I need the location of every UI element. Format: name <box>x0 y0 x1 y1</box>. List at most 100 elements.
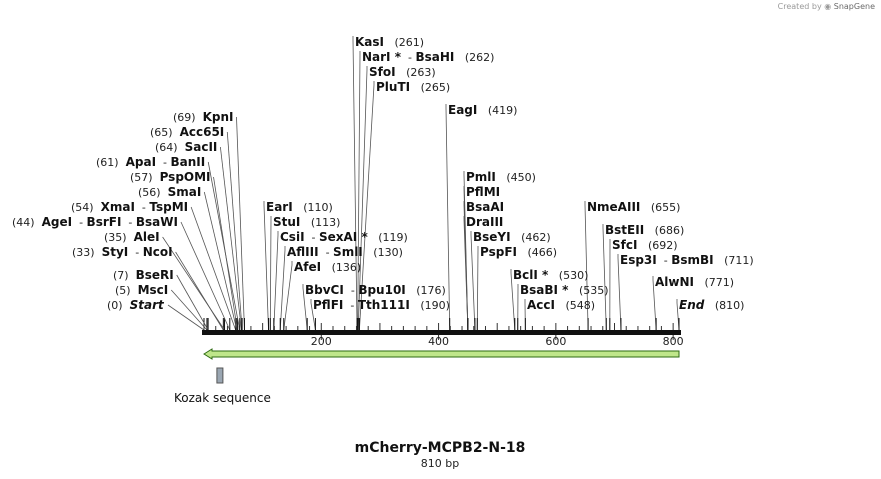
enzyme-label[interactable]: BbvCI - Bpu10I (176) <box>305 283 446 297</box>
enzyme-name[interactable]: BsaWI <box>136 215 178 229</box>
enzyme-name[interactable]: PluTI <box>376 80 410 94</box>
enzyme-name[interactable]: BanII <box>171 155 206 169</box>
enzyme-name[interactable]: Esp3I <box>620 253 657 267</box>
enzyme-site[interactable]: PmlI (450) <box>466 170 536 184</box>
enzyme-label[interactable]: EarI (110) <box>266 200 333 214</box>
enzyme-site[interactable]: (61) ApaI - BanII <box>96 155 205 169</box>
enzyme-label[interactable]: EagI (419) <box>448 103 517 117</box>
enzyme-label[interactable]: (65) Acc65I <box>150 125 224 139</box>
enzyme-label[interactable]: AflIII - SmlI (130) <box>287 245 403 259</box>
enzyme-name[interactable]: KasI <box>355 35 384 49</box>
enzyme-site[interactable]: KasI (261) <box>355 35 424 49</box>
enzyme-name[interactable]: PspOMI <box>160 170 211 184</box>
enzyme-label[interactable]: (33) StyI - NcoI <box>72 245 173 259</box>
enzyme-site[interactable]: Esp3I - BsmBI (711) <box>620 253 754 267</box>
enzyme-name[interactable]: AccI <box>527 298 555 312</box>
enzyme-name[interactable]: Bpu10I <box>358 283 405 297</box>
enzyme-site[interactable]: (5) MscI <box>115 283 168 297</box>
enzyme-name[interactable]: SfoI <box>369 65 396 79</box>
enzyme-site[interactable]: (57) PspOMI <box>130 170 211 184</box>
enzyme-name[interactable]: BsaAI <box>466 200 504 214</box>
enzyme-site[interactable]: BseYI (462) <box>473 230 551 244</box>
enzyme-label[interactable]: (64) SacII <box>155 140 217 154</box>
enzyme-name[interactable]: CsiI <box>280 230 305 244</box>
enzyme-name[interactable]: NarI * <box>362 50 402 64</box>
enzyme-label[interactable]: (44) AgeI - BsrFI - BsaWI <box>12 215 178 229</box>
enzyme-label[interactable]: (57) PspOMI <box>130 170 211 184</box>
enzyme-label[interactable]: BseYI (462) <box>473 230 551 244</box>
enzyme-name[interactable]: BsaBI * <box>520 283 569 297</box>
enzyme-label[interactable]: (61) ApaI - BanII <box>96 155 205 169</box>
enzyme-label[interactable]: BstEII (686) <box>605 223 684 237</box>
enzyme-label[interactable]: KasI (261) <box>355 35 424 49</box>
enzyme-site[interactable]: (69) KpnI <box>173 110 234 124</box>
enzyme-label[interactable]: PluTI (265) <box>376 80 450 94</box>
enzyme-name[interactable]: SacII <box>185 140 218 154</box>
enzyme-name[interactable]: BbvCI <box>305 283 344 297</box>
enzyme-name[interactable]: SmaI <box>168 185 202 199</box>
enzyme-label[interactable]: NarI * - BsaHI (262) <box>362 50 494 64</box>
enzyme-label[interactable]: (0) Start <box>107 298 165 312</box>
enzyme-name[interactable]: Tth111I <box>358 298 410 312</box>
enzyme-name[interactable]: PspFI <box>480 245 517 259</box>
enzyme-label[interactable]: PflMI <box>466 185 500 199</box>
enzyme-name[interactable]: SfcI <box>612 238 637 252</box>
enzyme-name[interactable]: AleI <box>134 230 160 244</box>
enzyme-name[interactable]: PmlI <box>466 170 496 184</box>
enzyme-name[interactable]: PflMI <box>466 185 500 199</box>
enzyme-name[interactable]: AlwNI <box>655 275 694 289</box>
enzyme-label[interactable]: PflFI - Tth111I (190) <box>313 298 450 312</box>
enzyme-name[interactable]: Acc65I <box>180 125 225 139</box>
enzyme-site[interactable]: (7) BseRI <box>113 268 174 282</box>
enzyme-site[interactable]: PflFI - Tth111I (190) <box>313 298 450 312</box>
enzyme-label[interactable]: (54) XmaI - TspMI <box>71 200 188 214</box>
enzyme-label[interactable]: Esp3I - BsmBI (711) <box>620 253 754 267</box>
enzyme-name[interactable]: BclI * <box>513 268 549 282</box>
enzyme-site[interactable]: (56) SmaI <box>138 185 201 199</box>
enzyme-label[interactable]: AfeI (136) <box>294 260 361 274</box>
enzyme-label[interactable]: (56) SmaI <box>138 185 201 199</box>
enzyme-name[interactable]: AfeI <box>294 260 321 274</box>
enzyme-site[interactable]: BbvCI - Bpu10I (176) <box>305 283 446 297</box>
enzyme-name[interactable]: AgeI <box>42 215 72 229</box>
enzyme-site[interactable]: StuI (113) <box>273 215 340 229</box>
enzyme-site[interactable]: BstEII (686) <box>605 223 684 237</box>
enzyme-site[interactable]: BsaAI <box>466 200 504 214</box>
enzyme-site[interactable]: (64) SacII <box>155 140 217 154</box>
enzyme-name[interactable]: StuI <box>273 215 300 229</box>
enzyme-name[interactable]: PflFI <box>313 298 343 312</box>
enzyme-label[interactable]: AccI (548) <box>527 298 595 312</box>
enzyme-label[interactable]: SfcI (692) <box>612 238 678 252</box>
enzyme-label[interactable]: DraIII <box>466 215 503 229</box>
enzyme-site[interactable]: PflMI <box>466 185 500 199</box>
enzyme-name[interactable]: BseYI <box>473 230 511 244</box>
enzyme-site[interactable]: AlwNI (771) <box>655 275 734 289</box>
enzyme-site[interactable]: AfeI (136) <box>294 260 361 274</box>
enzyme-label[interactable]: End (810) <box>679 298 744 312</box>
enzyme-name[interactable]: End <box>679 298 705 312</box>
enzyme-site[interactable]: (33) StyI - NcoI <box>72 245 173 259</box>
enzyme-name[interactable]: AflIII <box>287 245 319 259</box>
enzyme-name[interactable]: ApaI <box>126 155 156 169</box>
enzyme-site[interactable]: End (810) <box>679 298 744 312</box>
enzyme-site[interactable]: PluTI (265) <box>376 80 450 94</box>
enzyme-site[interactable]: (54) XmaI - TspMI <box>71 200 188 214</box>
enzyme-site[interactable]: EarI (110) <box>266 200 333 214</box>
enzyme-site[interactable]: SfoI (263) <box>369 65 436 79</box>
enzyme-label[interactable]: (5) MscI <box>115 283 168 297</box>
enzyme-site[interactable]: NmeAIII (655) <box>587 200 680 214</box>
kozak-feature[interactable] <box>216 367 224 384</box>
enzyme-site[interactable]: NarI * - BsaHI (262) <box>362 50 494 64</box>
enzyme-site[interactable]: EagI (419) <box>448 103 517 117</box>
enzyme-label[interactable]: BsaAI <box>466 200 504 214</box>
enzyme-name[interactable]: StyI <box>102 245 129 259</box>
enzyme-site[interactable]: (65) Acc65I <box>150 125 224 139</box>
enzyme-name[interactable]: BsrFI <box>87 215 122 229</box>
enzyme-site[interactable]: SfcI (692) <box>612 238 678 252</box>
enzyme-site[interactable]: CsiI - SexAI * (119) <box>280 230 408 244</box>
enzyme-name[interactable]: DraIII <box>466 215 503 229</box>
enzyme-label[interactable]: CsiI - SexAI * (119) <box>280 230 408 244</box>
enzyme-name[interactable]: SexAI * <box>319 230 368 244</box>
enzyme-site[interactable]: BclI * (530) <box>513 268 588 282</box>
enzyme-label[interactable]: NmeAIII (655) <box>587 200 680 214</box>
